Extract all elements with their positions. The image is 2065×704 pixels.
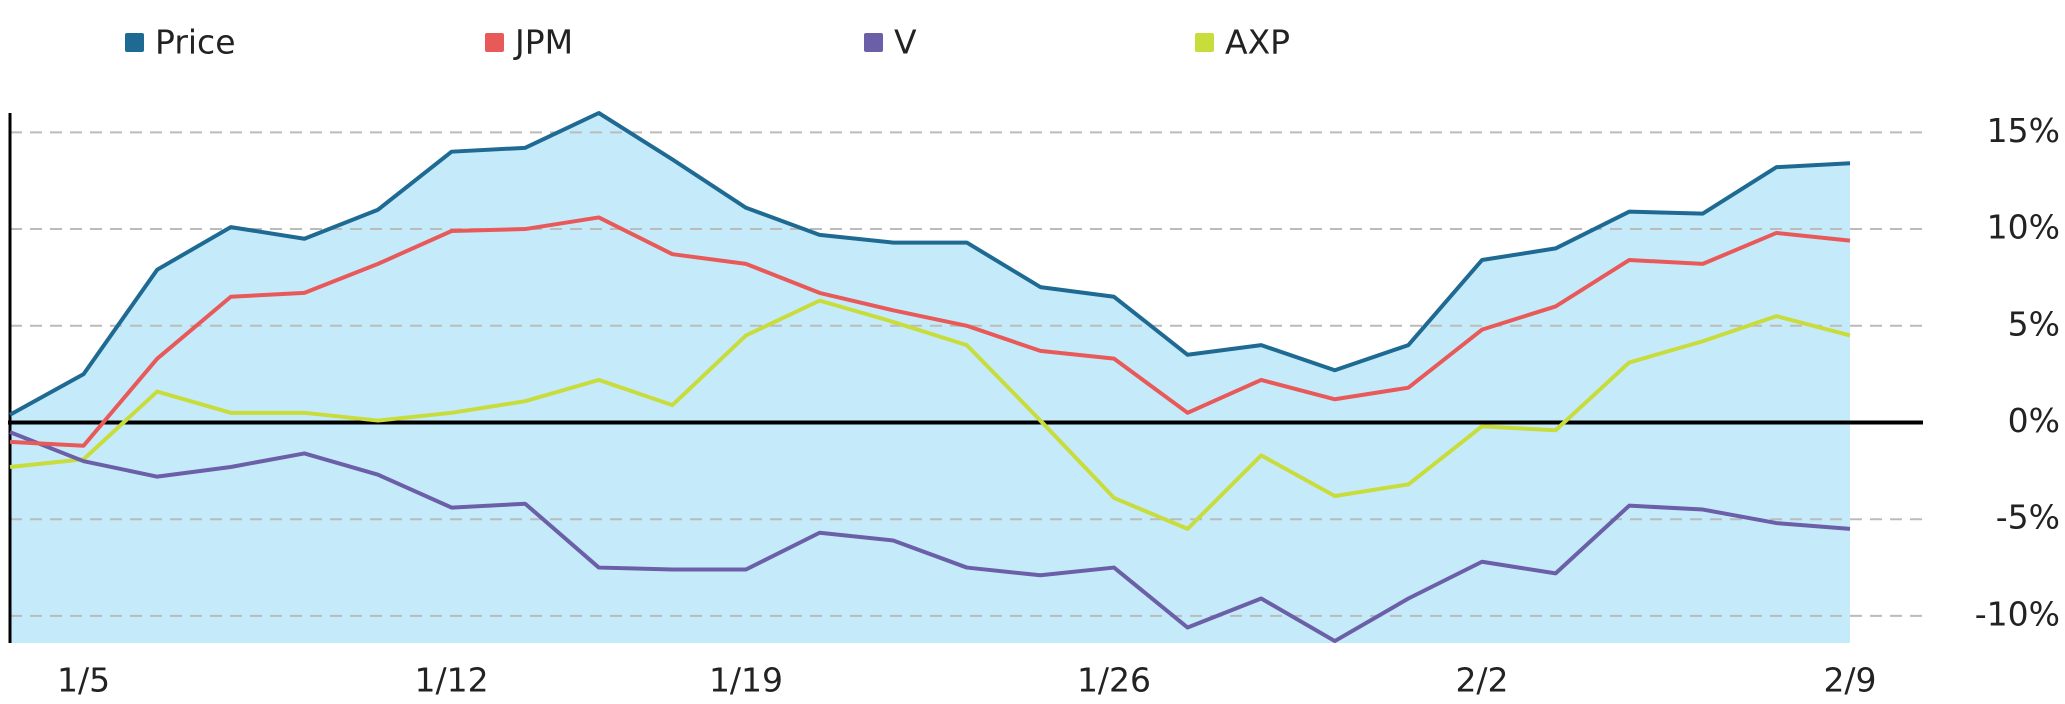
x-tick-label: 1/19 [709,661,783,700]
line [9,215,1851,448]
y-tick-label: -10% [1975,594,2060,633]
x-tick-label: 1/26 [1077,661,1151,700]
y-tick-label: 15% [1987,111,2060,150]
y-tick-label: -5% [1996,498,2060,537]
x-tick-label: 1/12 [415,661,489,700]
legend-label: JPM [513,23,573,62]
legend-swatch [1195,33,1214,52]
x-tick-label: 2/2 [1455,661,1508,700]
line [9,111,1851,417]
area [10,113,1850,643]
line [9,430,1851,644]
legend-label: AXP [1225,23,1290,62]
y-tick-label: 10% [1987,208,2060,247]
legend-label: V [894,23,917,62]
legend-label: Price [155,23,236,62]
line [9,298,1851,531]
legend-swatch [864,33,883,52]
legend-swatch [125,33,144,52]
x-tick-label: 2/9 [1823,661,1876,700]
x-tick-label: 1/5 [57,661,110,700]
y-tick-label: 5% [2008,304,2060,343]
y-tick-label: 0% [2008,401,2060,440]
legend-swatch [485,33,504,52]
